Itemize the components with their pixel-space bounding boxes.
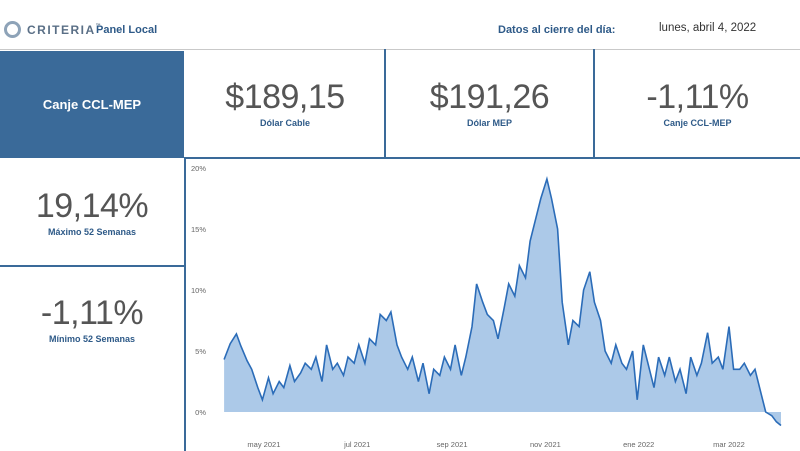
x-tick-label: sep 2021	[437, 440, 468, 449]
y-tick-label: 15%	[191, 225, 206, 234]
kpi-cable-label: Dólar Cable	[259, 118, 310, 128]
kpi-max-52: 19,14% Máximo 52 Semanas	[0, 160, 184, 265]
divider-v2	[593, 49, 595, 158]
y-tick-label: 10%	[191, 286, 206, 295]
kpi-max-label: Máximo 52 Semanas	[47, 226, 137, 237]
kpi-min-52: -1,11% Mínimo 52 Semanas	[0, 267, 184, 372]
kpi-canje-value: -1,11%	[646, 78, 749, 116]
chart-svg: 20% 15% 10% 5% 0% may 2021 jul 2021 sep 2021 no…	[191, 164, 782, 449]
kpi-mep-value: $191,26	[429, 78, 550, 116]
top-divider	[0, 49, 800, 50]
kpi-mep-label: Dólar MEP	[466, 118, 512, 128]
kpi-min-value: -1,11%	[40, 293, 144, 332]
x-tick-label: may 2021	[247, 440, 280, 449]
kpi-canje: -1,11% Canje CCL-MEP	[595, 51, 800, 157]
close-date-value: lunes, abril 4, 2022	[659, 22, 757, 34]
series-line	[223, 175, 782, 427]
kpi-min-label: Mínimo 52 Semanas	[48, 333, 136, 344]
divider-v1	[384, 49, 386, 158]
x-tick-label: ene 2022	[623, 440, 654, 449]
kpi-dolar-cable: $189,15 Dólar Cable	[186, 51, 384, 157]
top-bar: CRITERIA™ Panel Local Datos al cierre de…	[0, 0, 800, 48]
divider-h-kpi	[184, 157, 800, 159]
y-tick-label: 5%	[195, 347, 206, 356]
divider-v-chart	[184, 158, 186, 451]
canje-chart[interactable]: 20% 15% 10% 5% 0% may 2021 jul 2021 sep 2021 no…	[186, 160, 800, 451]
tile-canje-label: Canje CCL-MEP	[42, 97, 142, 112]
x-tick-label: nov 2021	[530, 440, 561, 449]
kpi-dolar-mep: $191,26 Dólar MEP	[386, 51, 593, 157]
close-date-label: Datos al cierre del día:	[498, 24, 616, 36]
series-area	[224, 179, 782, 426]
y-tick-label: 0%	[195, 408, 206, 417]
brand-name: CRITERIA™	[27, 22, 103, 37]
kpi-canje-label: Canje CCL-MEP	[663, 118, 732, 128]
divider-h-left	[0, 265, 184, 267]
kpi-cable-value: $189,15	[225, 78, 345, 116]
kpi-max-value: 19,14%	[35, 186, 149, 225]
panel-title: Panel Local	[96, 24, 158, 36]
x-tick-label: mar 2022	[713, 440, 745, 449]
tile-canje-ccl-mep[interactable]: Canje CCL-MEP	[0, 51, 184, 158]
y-tick-label: 20%	[191, 164, 206, 173]
brand-logo: CRITERIA™	[4, 21, 102, 38]
logo-ring-icon	[4, 21, 21, 38]
x-tick-label: jul 2021	[343, 440, 370, 449]
